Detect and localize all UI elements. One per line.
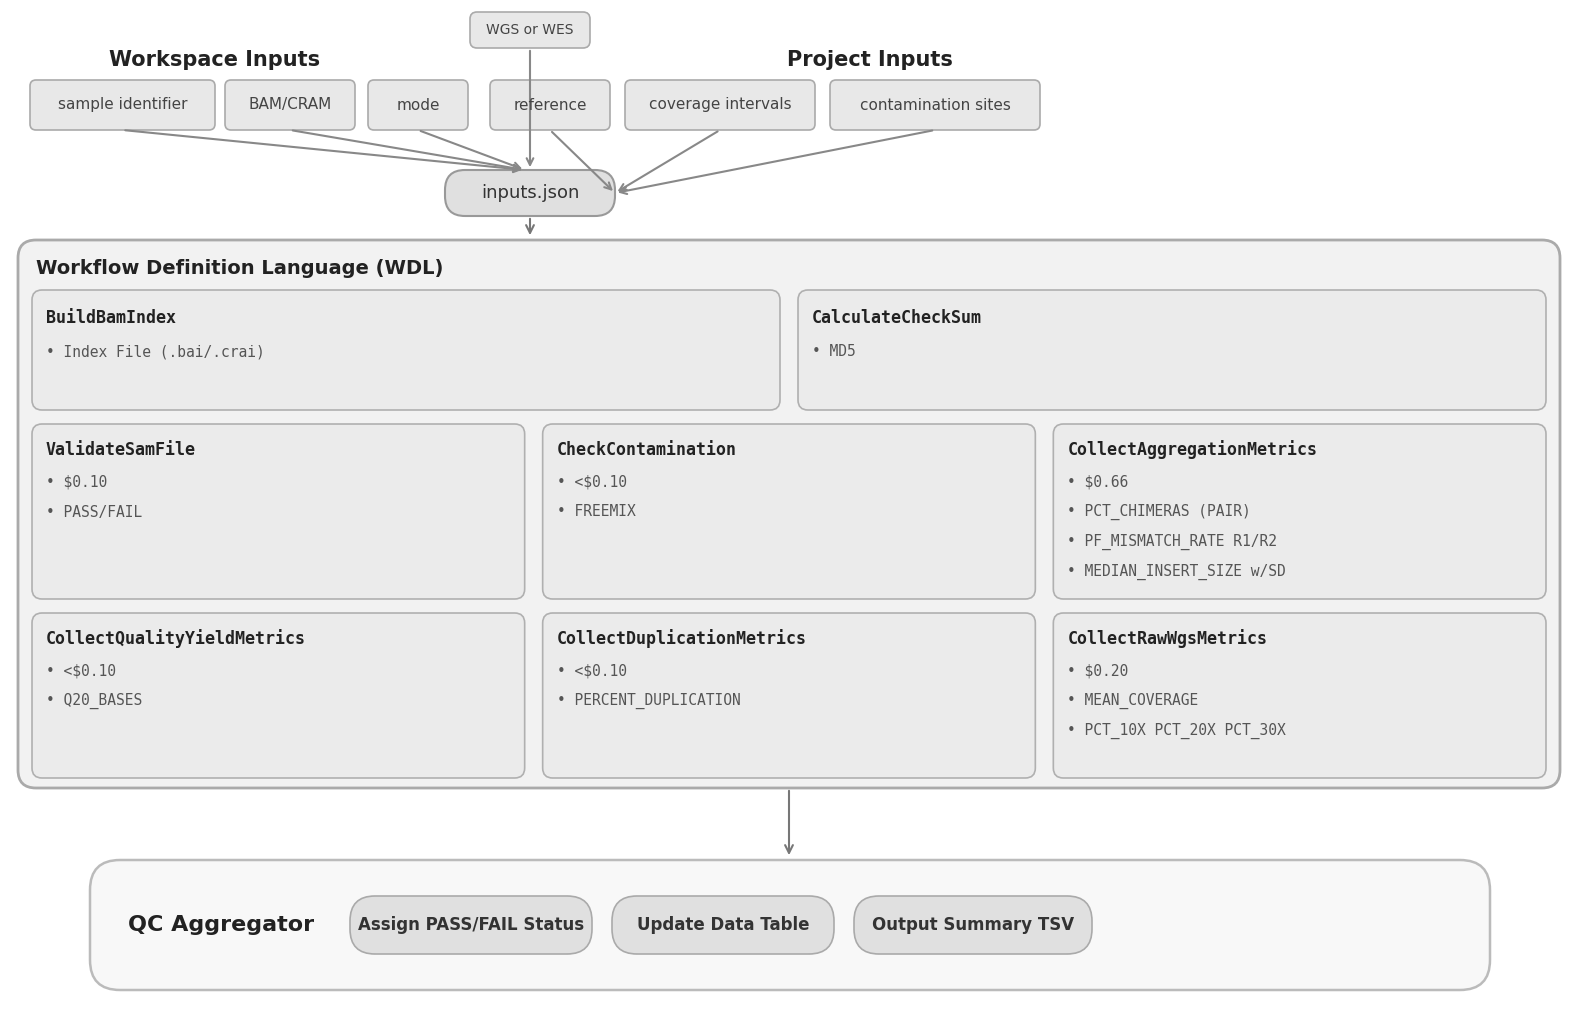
- Text: contamination sites: contamination sites: [859, 97, 1011, 112]
- Text: • MEAN_COVERAGE: • MEAN_COVERAGE: [1068, 693, 1199, 709]
- Text: • PF_MISMATCH_RATE R1/R2: • PF_MISMATCH_RATE R1/R2: [1068, 533, 1277, 550]
- Text: inputs.json: inputs.json: [481, 184, 579, 202]
- Text: CalculateCheckSum: CalculateCheckSum: [812, 309, 982, 327]
- FancyBboxPatch shape: [855, 896, 1091, 954]
- Text: • $0.10: • $0.10: [46, 474, 107, 490]
- Text: coverage intervals: coverage intervals: [648, 97, 792, 112]
- Text: • FREEMIX: • FREEMIX: [557, 505, 636, 519]
- Text: • Q20_BASES: • Q20_BASES: [46, 693, 142, 709]
- FancyBboxPatch shape: [367, 80, 468, 130]
- Text: CollectRawWgsMetrics: CollectRawWgsMetrics: [1068, 630, 1268, 649]
- FancyBboxPatch shape: [32, 290, 781, 410]
- Text: Update Data Table: Update Data Table: [637, 916, 809, 934]
- Text: Workspace Inputs: Workspace Inputs: [109, 50, 320, 69]
- Text: • PASS/FAIL: • PASS/FAIL: [46, 505, 142, 519]
- Text: CollectAggregationMetrics: CollectAggregationMetrics: [1068, 440, 1317, 460]
- Text: CollectDuplicationMetrics: CollectDuplicationMetrics: [557, 630, 807, 649]
- Text: mode: mode: [396, 97, 440, 112]
- Text: WGS or WES: WGS or WES: [486, 24, 574, 37]
- FancyBboxPatch shape: [1053, 424, 1545, 599]
- FancyBboxPatch shape: [798, 290, 1545, 410]
- Text: • $0.66: • $0.66: [1068, 474, 1129, 490]
- Text: BAM/CRAM: BAM/CRAM: [248, 97, 331, 112]
- FancyBboxPatch shape: [830, 80, 1039, 130]
- Text: • PCT_CHIMERAS (PAIR): • PCT_CHIMERAS (PAIR): [1068, 504, 1251, 520]
- Text: QC Aggregator: QC Aggregator: [128, 915, 314, 935]
- FancyBboxPatch shape: [32, 613, 525, 778]
- FancyBboxPatch shape: [1053, 613, 1545, 778]
- Text: CollectQualityYieldMetrics: CollectQualityYieldMetrics: [46, 630, 306, 649]
- FancyBboxPatch shape: [226, 80, 355, 130]
- FancyBboxPatch shape: [612, 896, 834, 954]
- FancyBboxPatch shape: [350, 896, 591, 954]
- FancyBboxPatch shape: [30, 80, 214, 130]
- Text: • Index File (.bai/.crai): • Index File (.bai/.crai): [46, 344, 265, 360]
- Text: Assign PASS/FAIL Status: Assign PASS/FAIL Status: [358, 916, 583, 934]
- Text: • MD5: • MD5: [812, 344, 856, 360]
- FancyBboxPatch shape: [90, 860, 1490, 990]
- Text: ValidateSamFile: ValidateSamFile: [46, 442, 196, 459]
- Text: • PERCENT_DUPLICATION: • PERCENT_DUPLICATION: [557, 693, 741, 709]
- FancyBboxPatch shape: [490, 80, 610, 130]
- Text: • $0.20: • $0.20: [1068, 663, 1129, 679]
- FancyBboxPatch shape: [542, 424, 1036, 599]
- FancyBboxPatch shape: [445, 170, 615, 216]
- FancyBboxPatch shape: [17, 240, 1560, 788]
- Text: reference: reference: [513, 97, 587, 112]
- Text: BuildBamIndex: BuildBamIndex: [46, 309, 177, 327]
- Text: • <$0.10: • <$0.10: [46, 663, 117, 679]
- Text: • PCT_10X PCT_20X PCT_30X: • PCT_10X PCT_20X PCT_30X: [1068, 723, 1287, 739]
- Text: Workflow Definition Language (WDL): Workflow Definition Language (WDL): [36, 259, 443, 278]
- Text: Project Inputs: Project Inputs: [787, 50, 953, 69]
- Text: sample identifier: sample identifier: [58, 97, 188, 112]
- Text: • <$0.10: • <$0.10: [557, 663, 626, 679]
- Text: Output Summary TSV: Output Summary TSV: [872, 916, 1074, 934]
- Text: • <$0.10: • <$0.10: [557, 474, 626, 490]
- FancyBboxPatch shape: [32, 424, 525, 599]
- FancyBboxPatch shape: [624, 80, 815, 130]
- FancyBboxPatch shape: [542, 613, 1036, 778]
- Text: CheckContamination: CheckContamination: [557, 442, 736, 459]
- FancyBboxPatch shape: [470, 12, 590, 48]
- Text: • MEDIAN_INSERT_SIZE w/SD: • MEDIAN_INSERT_SIZE w/SD: [1068, 564, 1287, 580]
